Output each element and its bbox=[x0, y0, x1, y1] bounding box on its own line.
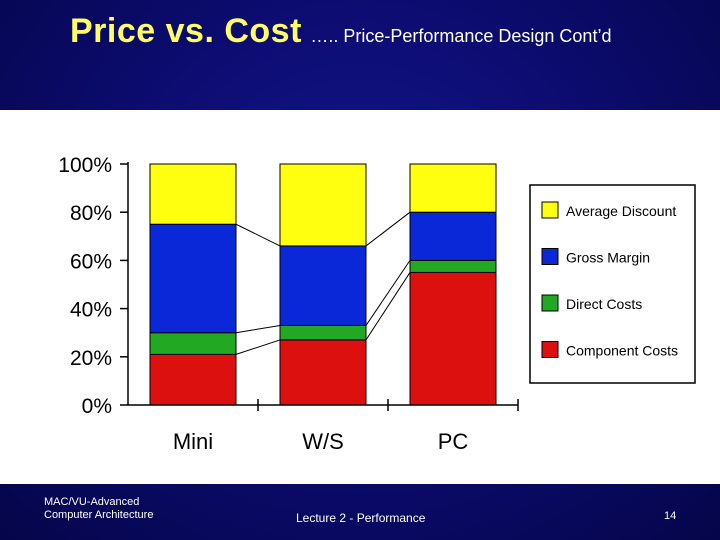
y-tick-label: 60% bbox=[70, 250, 112, 273]
bar-segment bbox=[149, 332, 237, 355]
slide-title: Price vs. Cost ….. Price-Performance Des… bbox=[70, 12, 611, 51]
chart-panel: 0% 20% 40% 60% 80% 100% Mini W/S PC Average Disco… bbox=[0, 110, 720, 484]
y-tick-label: 40% bbox=[70, 299, 112, 322]
y-tick-label: 100% bbox=[58, 154, 112, 177]
legend-swatch bbox=[541, 341, 559, 358]
connector-line bbox=[235, 324, 281, 334]
bar-segment bbox=[409, 163, 497, 213]
connector-line bbox=[235, 223, 281, 247]
bar-segment bbox=[279, 245, 367, 326]
connector-line bbox=[365, 260, 411, 326]
bar-segment bbox=[149, 353, 237, 406]
y-tick-label: 20% bbox=[70, 347, 112, 370]
legend-label: Direct Costs bbox=[566, 296, 642, 312]
x-category-label: PC bbox=[438, 429, 469, 454]
connector-line bbox=[365, 211, 411, 247]
bar-segment bbox=[409, 271, 497, 406]
connector-line bbox=[365, 272, 411, 341]
legend-swatch bbox=[541, 294, 559, 312]
legend-label: Gross Margin bbox=[566, 250, 650, 266]
bar-segment bbox=[149, 163, 237, 225]
slide-title-sub: ….. Price-Performance Design Cont’d bbox=[310, 26, 612, 46]
bar-segment bbox=[279, 163, 367, 247]
legend-swatch bbox=[541, 248, 559, 265]
legend-label: Average Discount bbox=[566, 203, 676, 219]
stacked-bar-chart: 0% 20% 40% 60% 80% 100% Mini W/S PC Average Disco… bbox=[58, 154, 696, 454]
x-category-label: Mini bbox=[173, 429, 213, 454]
legend-swatch bbox=[541, 201, 559, 219]
bar-segment bbox=[409, 259, 497, 273]
y-tick-label: 0% bbox=[82, 395, 112, 418]
y-tick-label: 80% bbox=[70, 202, 112, 225]
bar-segment bbox=[279, 324, 367, 341]
legend-label: Component Costs bbox=[566, 343, 678, 359]
bar-segment bbox=[409, 211, 497, 261]
connector-line bbox=[235, 339, 281, 355]
footer-course: MAC/VU-Advanced Computer Architecture bbox=[44, 496, 154, 521]
bar-segment bbox=[149, 223, 237, 334]
x-category-label: W/S bbox=[302, 429, 344, 454]
bar-segment bbox=[279, 339, 367, 406]
slide-title-main: Price vs. Cost bbox=[70, 12, 302, 50]
page-number: 14 bbox=[664, 510, 677, 522]
footer-lecture: Lecture 2 - Performance bbox=[296, 511, 426, 525]
